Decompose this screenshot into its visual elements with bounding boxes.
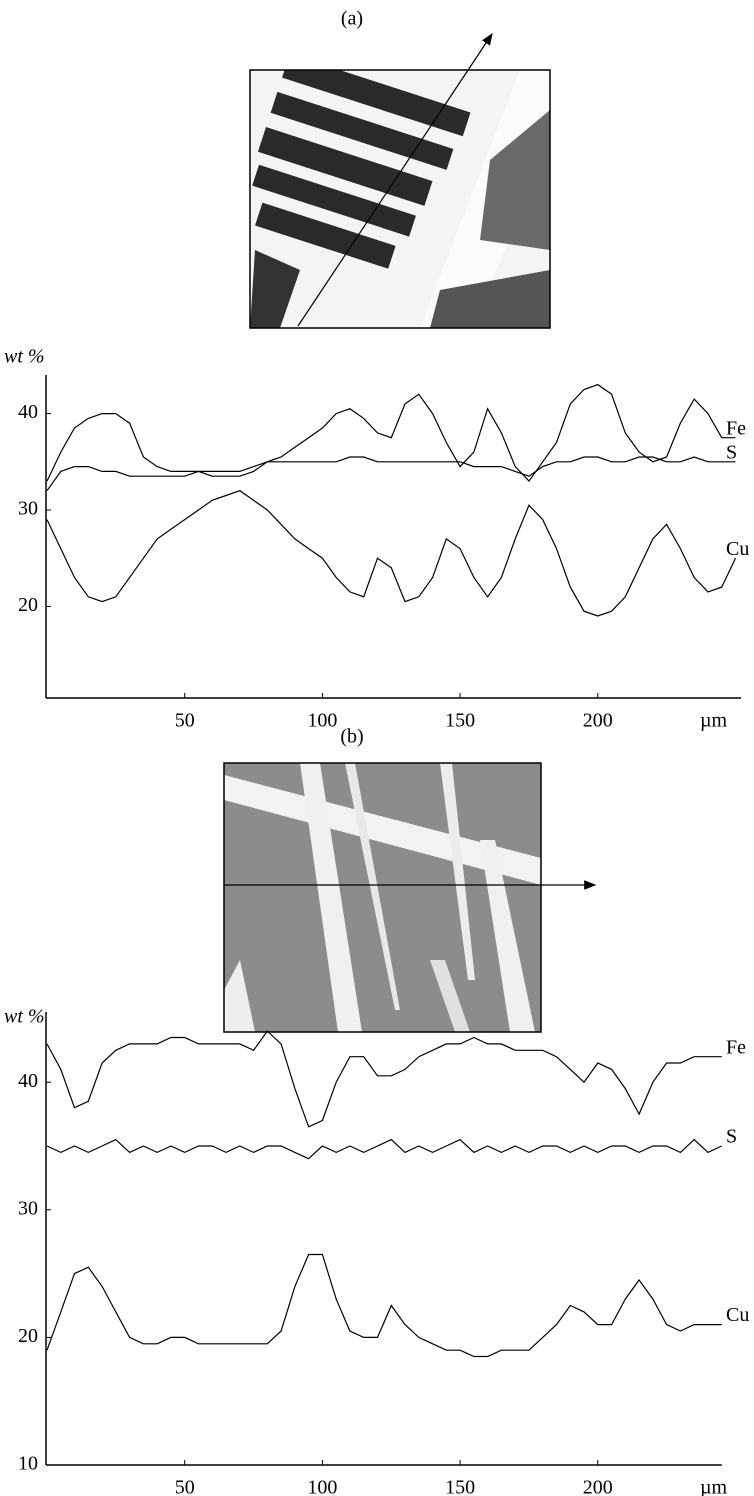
chart-title: (b) — [340, 726, 363, 748]
data-line — [46, 456, 736, 492]
data-line — [46, 1253, 722, 1358]
micrograph-a — [250, 70, 550, 328]
series-label: Cu — [726, 1304, 749, 1326]
y-axis-label: wt % — [4, 1006, 45, 1028]
x-tick-label: 100 — [307, 1477, 337, 1496]
series-label: Fe — [726, 417, 746, 439]
x-tick-label: 150 — [445, 1477, 475, 1496]
y-tick-label: 20 — [18, 1325, 38, 1347]
data-line — [46, 383, 736, 483]
y-tick-label: 40 — [18, 401, 38, 423]
y-axis-label: wt % — [4, 346, 45, 368]
x-tick-label: 150 — [445, 710, 475, 732]
y-tick-label: 10 — [18, 1453, 38, 1475]
series-label: Cu — [726, 538, 749, 560]
x-tick-label: 200 — [583, 1477, 613, 1496]
y-tick-label: 40 — [18, 1070, 38, 1092]
x-axis-label: µm — [700, 1477, 728, 1496]
y-tick-label: 20 — [18, 594, 38, 616]
data-line — [46, 490, 737, 617]
chart-title: (a) — [341, 8, 363, 30]
data-line — [46, 1138, 722, 1160]
scan-arrow — [297, 33, 493, 327]
series-label: S — [726, 1126, 737, 1148]
series-label: Fe — [726, 1036, 746, 1058]
y-tick-label: 30 — [18, 1197, 38, 1219]
x-tick-label: 100 — [307, 710, 337, 732]
micrograph-frame — [223, 762, 542, 1033]
data-line — [46, 1030, 722, 1128]
x-tick-label: 50 — [175, 1477, 195, 1496]
x-tick-label: 200 — [583, 710, 613, 732]
y-tick-label: 30 — [18, 498, 38, 520]
micrograph-b — [224, 763, 541, 1032]
micrograph-frame — [249, 69, 551, 329]
x-axis-label: µm — [700, 710, 728, 732]
x-tick-label: 50 — [175, 710, 195, 732]
series-label: S — [726, 441, 737, 463]
